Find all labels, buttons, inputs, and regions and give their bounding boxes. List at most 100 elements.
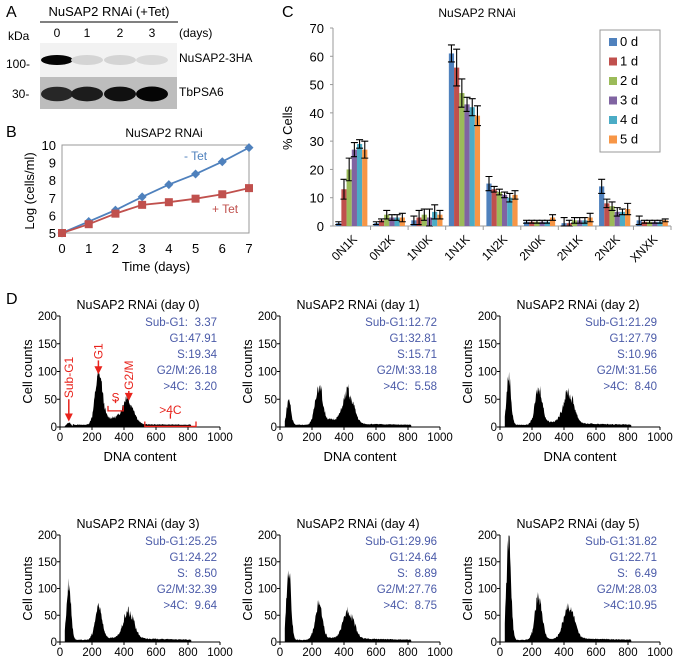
data-point xyxy=(191,169,201,179)
error-bar xyxy=(506,192,514,203)
stat-label: G1: xyxy=(169,333,188,345)
g2m-arrowhead xyxy=(124,392,133,401)
y-axis-label: Cell counts xyxy=(240,339,255,404)
y-tick-label: 70 xyxy=(310,21,324,36)
error-bar xyxy=(415,209,423,226)
g1-arrowhead xyxy=(94,366,103,375)
y-tick-label: 50 xyxy=(484,610,497,622)
stat-value: 5.58 xyxy=(415,381,437,393)
bar xyxy=(351,149,357,226)
x-tick-label: 0 xyxy=(57,647,63,659)
error-bar xyxy=(468,98,476,117)
days-label: (days) xyxy=(179,26,212,40)
data-point xyxy=(164,198,173,207)
stat-label: S: xyxy=(617,568,628,580)
data-point xyxy=(138,200,147,209)
panel-label-b: B xyxy=(6,124,17,141)
stat-label: G2/M: xyxy=(597,365,628,377)
legend-label: 1 d xyxy=(620,54,638,69)
bar xyxy=(341,189,347,226)
blot-band xyxy=(104,55,136,65)
x-tick-label: 600 xyxy=(366,432,385,444)
x-tick-label: 800 xyxy=(398,432,417,444)
stat-value: 32.39 xyxy=(188,584,217,596)
x-axis-label: Time (days) xyxy=(122,259,190,274)
error-bar xyxy=(603,198,611,209)
y-tick-label: 5 xyxy=(49,226,56,241)
x-tick-label: 0N1K xyxy=(329,232,360,263)
stat-label: Sub-G1: xyxy=(585,317,628,329)
stat-value: 21.29 xyxy=(628,317,657,329)
y-tick-label: 200 xyxy=(258,311,277,323)
error-bar xyxy=(586,212,594,223)
error-bar xyxy=(624,202,632,216)
error-bar xyxy=(608,201,616,211)
series-line-plus-tet xyxy=(61,187,250,234)
bar xyxy=(362,149,368,226)
stat-label: >4C: xyxy=(163,600,188,612)
x-tick-label: 0N2K xyxy=(366,232,397,263)
x-tick-label: 6 xyxy=(219,241,226,256)
bar xyxy=(448,53,455,227)
x-tick-label: 1000 xyxy=(207,647,233,659)
x-tick-label: 1000 xyxy=(427,432,453,444)
bar xyxy=(544,221,550,226)
error-bar xyxy=(661,218,669,223)
error-bar xyxy=(345,157,353,182)
y-tick-label: 8 xyxy=(49,173,56,188)
error-bar xyxy=(501,191,509,199)
bar xyxy=(507,197,513,226)
blot-band xyxy=(41,86,73,102)
stat-label: G1: xyxy=(169,552,188,564)
error-bar xyxy=(335,221,343,226)
error-bar xyxy=(458,78,466,108)
x-tick-label: 600 xyxy=(586,432,605,444)
x-tick-label: 600 xyxy=(146,647,165,659)
gt4c-bracket xyxy=(144,413,197,428)
x-axis-label: DNA content xyxy=(544,449,617,464)
y-tick-label: 60 xyxy=(310,49,324,64)
data-point xyxy=(244,143,254,153)
blot-band xyxy=(104,86,136,102)
y-tick-label: 200 xyxy=(38,311,57,323)
legend-plus-tet: + Tet xyxy=(212,202,239,216)
stat-label: Sub-G1: xyxy=(145,536,188,548)
histogram-title: NuSAP2 RNAi (day 3) xyxy=(77,517,200,531)
y-tick-label: 7 xyxy=(49,191,56,206)
stat-value: 31.56 xyxy=(628,365,657,377)
x-tick-label: 600 xyxy=(366,647,385,659)
y-axis-label: % Cells xyxy=(280,105,295,150)
x-tick-label: 400 xyxy=(554,647,573,659)
histogram-day-3: NuSAP2 RNAi (day 3) DNA content Cell count… xyxy=(20,517,233,666)
bar xyxy=(652,221,658,226)
error-bar xyxy=(511,190,519,200)
x-tick-label: 1N0K xyxy=(404,232,435,263)
y-tick-label: 6 xyxy=(49,208,56,223)
bar xyxy=(486,183,492,226)
annotation-s: S xyxy=(112,390,120,404)
x-tick-label: 400 xyxy=(334,647,353,659)
legend-minus-tet: - Tet xyxy=(184,149,208,163)
error-bar xyxy=(473,105,481,127)
bar xyxy=(502,194,508,226)
stat-value: 9.64 xyxy=(195,600,218,612)
x-tick-label: 400 xyxy=(114,647,133,659)
lane-label: 1 xyxy=(84,26,91,40)
error-bar xyxy=(581,216,589,224)
stat-label: G2/M: xyxy=(597,584,628,596)
y-tick-label: 30 xyxy=(310,134,324,149)
x-tick-label: 0 xyxy=(277,432,283,444)
histogram-area xyxy=(504,535,636,642)
error-bar xyxy=(340,178,348,200)
x-tick-label: 800 xyxy=(618,647,637,659)
x-tick-label: 200 xyxy=(82,647,101,659)
data-point xyxy=(58,229,66,237)
bar xyxy=(641,221,648,226)
stat-label: >4C: xyxy=(383,600,408,612)
bar xyxy=(491,189,497,226)
error-bar xyxy=(447,44,455,63)
error-bar xyxy=(613,207,621,217)
y-tick-label: 0 xyxy=(271,422,277,434)
